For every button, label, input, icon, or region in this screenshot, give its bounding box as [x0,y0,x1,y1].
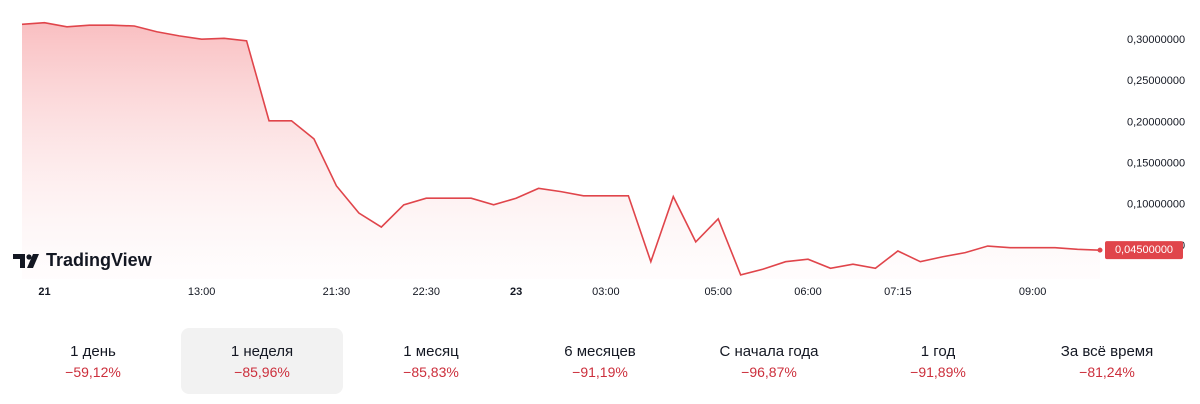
period-change: −81,24% [1079,364,1135,380]
chart: 0,050000000,100000000,150000000,20000000… [13,21,1185,298]
price-label-bg [1105,241,1183,260]
x-tick-label: 23 [510,286,522,298]
period-tab[interactable]: 1 месяц −85,83% [350,328,512,394]
period-label: За всё время [1060,343,1154,360]
period-label: 1 месяц [403,343,459,360]
period-label: С начала года [719,343,819,360]
period-change: −91,19% [572,364,628,380]
period-tab[interactable]: 1 неделя −85,96% [181,328,343,394]
x-tick-label: 07:15 [884,286,912,298]
x-tick-label: 13:00 [188,286,216,298]
period-change: −85,96% [234,364,290,380]
period-tab[interactable]: 6 месяцев −91,19% [519,328,681,394]
period-change: −85,83% [403,364,459,380]
x-tick-label: 21:30 [323,286,351,298]
price-label: 0,04500000 [1115,244,1173,256]
last-point [1097,247,1103,253]
period-tab[interactable]: За всё время −81,24% [1026,328,1188,394]
period-tab[interactable]: 1 день −59,12% [12,328,174,394]
period-label: 1 неделя [230,343,294,360]
y-tick-label: 0,30000000 [1127,34,1185,46]
period-label: 6 месяцев [564,343,636,360]
period-label: 1 день [70,343,116,360]
y-tick-label: 0,25000000 [1127,75,1185,87]
x-tick-label: 09:00 [1019,286,1047,298]
period-change: −59,12% [65,364,121,380]
x-tick-label: 05:00 [704,286,732,298]
y-tick-label: 0,20000000 [1127,116,1185,128]
y-tick-label: 0,15000000 [1127,158,1185,170]
period-label: 1 год [920,343,956,360]
x-tick-label: 03:00 [592,286,620,298]
period-tab[interactable]: С начала года −96,87% [688,328,850,394]
watermark: TradingView [46,250,153,270]
line [21,21,1101,276]
period-change: −91,89% [910,364,966,380]
period-tabs: 1 день −59,12% 1 неделя −85,96% 1 месяц −85,8… [0,328,1200,394]
area [22,22,1100,280]
x-tick-label: 21 [38,286,50,298]
period-tab[interactable]: 1 год −91,89% [857,328,1019,394]
logo [13,254,39,268]
period-change: −96,87% [741,364,797,380]
x-tick-label: 06:00 [794,286,822,298]
y-tick-label: 0,10000000 [1127,199,1185,211]
x-tick-label: 22:30 [412,286,440,298]
